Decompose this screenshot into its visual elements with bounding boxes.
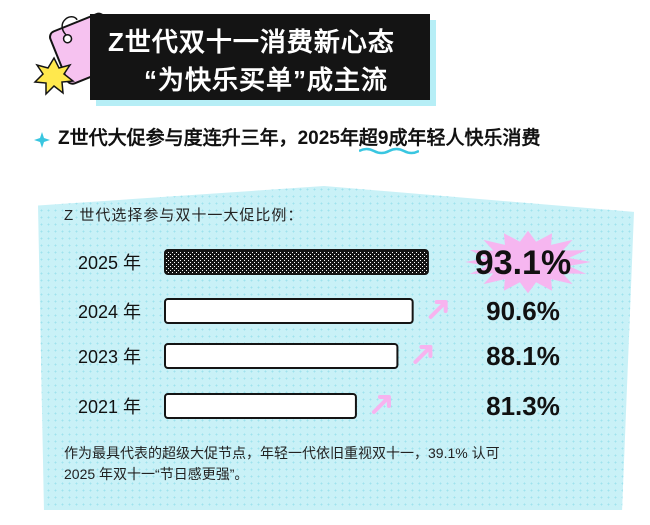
sparkle-icon — [34, 132, 50, 148]
bar — [164, 298, 414, 324]
wave-underline — [358, 147, 419, 155]
value-label: 90.6% — [486, 296, 560, 326]
category-label: 2024 年 — [78, 302, 141, 322]
footnote: 作为最具代表的超级大促节点，年轻一代依旧重视双十一，39.1% 认可 2025 … — [64, 443, 584, 485]
page-title-line1: Z世代双十一消费新心态 — [108, 27, 395, 57]
footnote-line1: 作为最具代表的超级大促节点，年轻一代依旧重视双十一，39.1% 认可 — [64, 445, 500, 461]
bar — [164, 393, 357, 419]
category-label: 2025 年 — [78, 253, 141, 273]
starburst-icon — [465, 230, 591, 294]
page-title-line2: “为快乐买单”成主流 — [144, 65, 389, 95]
arrow-up-icon — [413, 345, 433, 364]
value-label: 88.1% — [486, 341, 560, 371]
arrow-up-icon — [428, 300, 448, 319]
footnote-line2: 2025 年双十一“节日感更强”。 — [64, 466, 249, 482]
title-block: Z世代双十一消费新心态 “为快乐买单”成主流 — [90, 14, 430, 100]
value-label: 93.1% — [475, 244, 571, 282]
category-label: 2023 年 — [78, 347, 141, 367]
arrow-up-icon — [371, 395, 391, 414]
subtitle-before: Z世代大促参与度连升三年，2025年 — [58, 128, 359, 149]
bar — [164, 343, 399, 369]
category-label: 2021 年 — [78, 397, 141, 417]
bar — [164, 249, 429, 275]
value-label: 81.3% — [486, 391, 560, 421]
subtitle-highlight: 超9成 — [358, 128, 419, 155]
subtitle: Z世代大促参与度连升三年，2025年超9成 年轻人快乐消费 — [58, 125, 578, 155]
subtitle-after: 年轻人快乐消费 — [407, 128, 541, 149]
chart-label: Z 世代选择参与双十一大促比例： — [64, 207, 304, 224]
starburst-icon — [33, 56, 75, 96]
